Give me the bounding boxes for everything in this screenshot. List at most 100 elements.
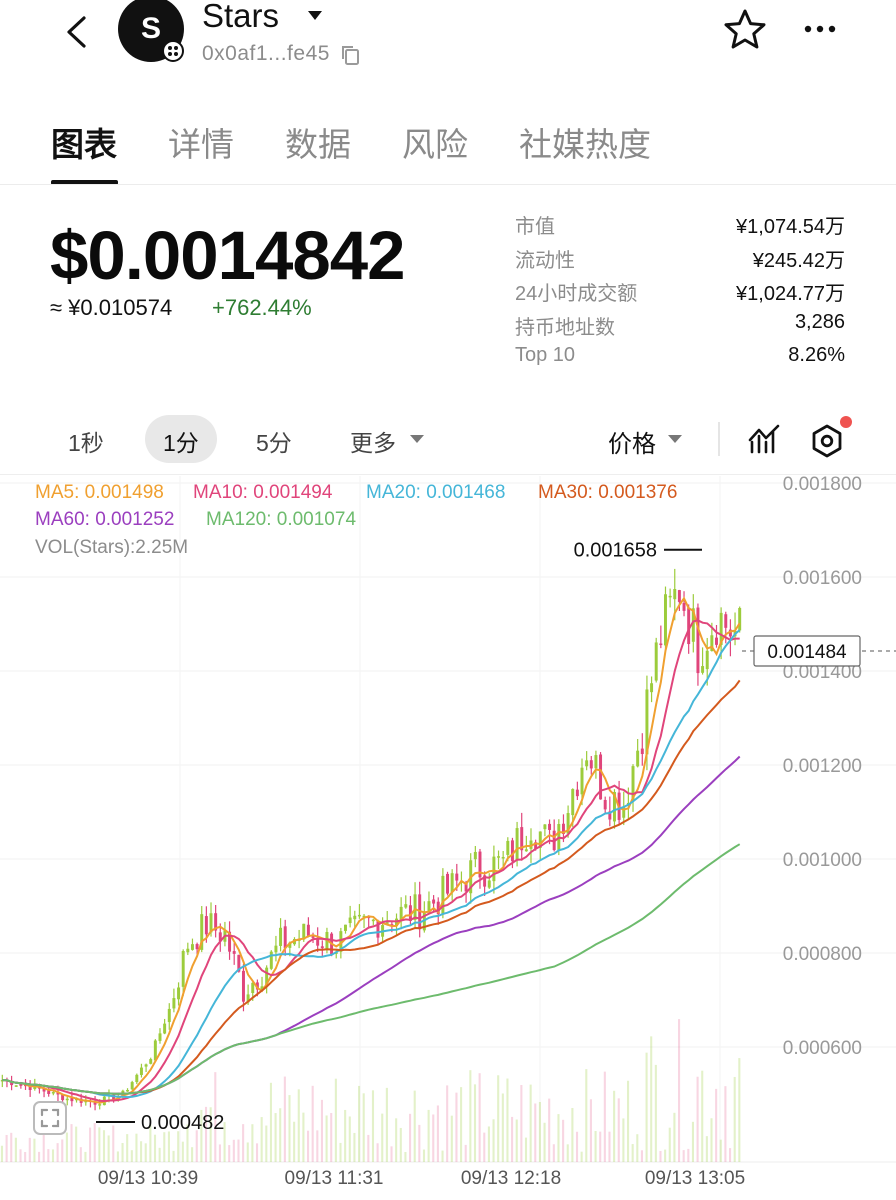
interval-1s[interactable]: 1秒 [68, 430, 104, 456]
candle-body [520, 827, 524, 851]
candle-body [705, 650, 709, 670]
more-horizontal-icon[interactable] [800, 14, 840, 44]
price-select-caret-icon[interactable] [668, 435, 682, 443]
volume-bar [594, 1130, 597, 1162]
tab-data[interactable]: 数据 [285, 126, 351, 163]
copy-icon[interactable] [340, 44, 362, 66]
volume-bar [56, 1143, 59, 1162]
candle-body [524, 849, 528, 852]
volume-bar [24, 1151, 27, 1162]
volume-bar [436, 1105, 439, 1162]
volume-bar [223, 1122, 226, 1162]
candle-body [93, 1101, 97, 1105]
candle-body [408, 905, 412, 922]
volume-bar [399, 1127, 402, 1162]
tab-details[interactable]: 详情 [168, 126, 234, 163]
candle-body [181, 950, 185, 987]
volume-bar [177, 1131, 180, 1162]
candlestick-chart[interactable]: 0.001800 0.001600 0.001400 0.001200 0.001000… [0, 475, 896, 1200]
volume-bar [427, 1109, 430, 1162]
volume-bar [163, 1132, 166, 1162]
fit-screen-icon[interactable] [32, 1100, 68, 1136]
ma-line-10 [2, 619, 740, 1103]
tab-chart[interactable]: 图表 [51, 126, 117, 163]
volume-bar [654, 1064, 657, 1162]
volume-bar [116, 1151, 119, 1162]
ma20-legend: MA20: 0.001468 [366, 482, 506, 503]
volume-bar [687, 1148, 690, 1162]
volume-bar [75, 1126, 78, 1162]
volume-bar [47, 1149, 50, 1162]
volume-bar [172, 1150, 175, 1162]
candle-body [612, 791, 616, 822]
chart-grid: 0.001800 0.001600 0.001400 0.001200 0.001000… [0, 475, 896, 1189]
token-switch-caret-icon[interactable] [308, 11, 322, 20]
candle-body [654, 642, 658, 681]
candle-body [204, 916, 208, 935]
volume-bar [353, 1132, 356, 1162]
interval-5m[interactable]: 5分 [256, 430, 292, 456]
volume-bar [715, 1088, 718, 1162]
volume-bar [362, 1093, 365, 1162]
volume-bar [696, 1076, 699, 1162]
volume-bar [33, 1138, 36, 1162]
volume-bar [121, 1143, 124, 1162]
volume-bar [274, 1113, 277, 1162]
interval-more-caret-icon[interactable] [410, 435, 424, 443]
candle-body [47, 1090, 51, 1094]
volume-bar [483, 1132, 486, 1162]
candle-body [446, 873, 450, 894]
candle-body [691, 608, 695, 642]
volume-bar [209, 1107, 212, 1162]
volume-bar [140, 1141, 143, 1162]
volume-bar [710, 1118, 713, 1162]
candle-body [529, 840, 533, 849]
volume-bar [102, 1130, 106, 1162]
volume-bar [385, 1087, 388, 1162]
stat-value-volume-24h: ¥1,024.77万 [736, 283, 845, 305]
volume-bar [65, 1132, 68, 1162]
volume-bar [371, 1090, 375, 1162]
candle-body [265, 967, 269, 986]
candle-body [348, 917, 352, 924]
volume-bar [538, 1102, 541, 1162]
volume-bar [358, 1085, 361, 1162]
interval-more[interactable]: 更多 [350, 430, 396, 456]
settings-hexagon-icon[interactable] [810, 424, 844, 458]
star-outline-icon[interactable] [722, 8, 768, 52]
volume-bar [316, 1130, 319, 1162]
candle-body [214, 913, 218, 931]
tab-risk[interactable]: 风险 [402, 126, 468, 163]
candle-body [316, 937, 320, 946]
candle-body [636, 750, 640, 767]
candles [0, 568, 742, 1111]
token-name[interactable]: Stars [202, 0, 280, 34]
price-type-select[interactable]: 价格 [608, 431, 656, 458]
indicator-icon[interactable] [748, 422, 780, 456]
candle-body [492, 856, 496, 882]
candle-body [413, 894, 417, 921]
volume-bar [251, 1124, 254, 1162]
interval-1m[interactable]: 1分 [163, 430, 199, 456]
candle-body [580, 767, 584, 795]
candle-body [497, 856, 501, 858]
candle-body [42, 1088, 46, 1092]
chevron-left-icon[interactable] [58, 12, 94, 52]
volume-bar [279, 1108, 282, 1162]
candle-body [478, 851, 482, 878]
token-avatar: S [118, 0, 184, 62]
y-tick-label: 0.000800 [783, 944, 862, 965]
tab-social-heat[interactable]: 社媒热度 [519, 126, 651, 163]
candle-body [668, 595, 672, 598]
volume-bar [200, 1109, 203, 1162]
candle-body [246, 994, 250, 1003]
candle-body [149, 1059, 153, 1064]
volume-bar [93, 1123, 96, 1162]
candle-body [603, 799, 607, 810]
candle-body [455, 873, 459, 881]
volume-bar [330, 1112, 333, 1162]
candle-body [432, 899, 436, 904]
candle-body [362, 915, 366, 918]
volume-bar [487, 1126, 490, 1162]
candle-body [599, 754, 603, 800]
